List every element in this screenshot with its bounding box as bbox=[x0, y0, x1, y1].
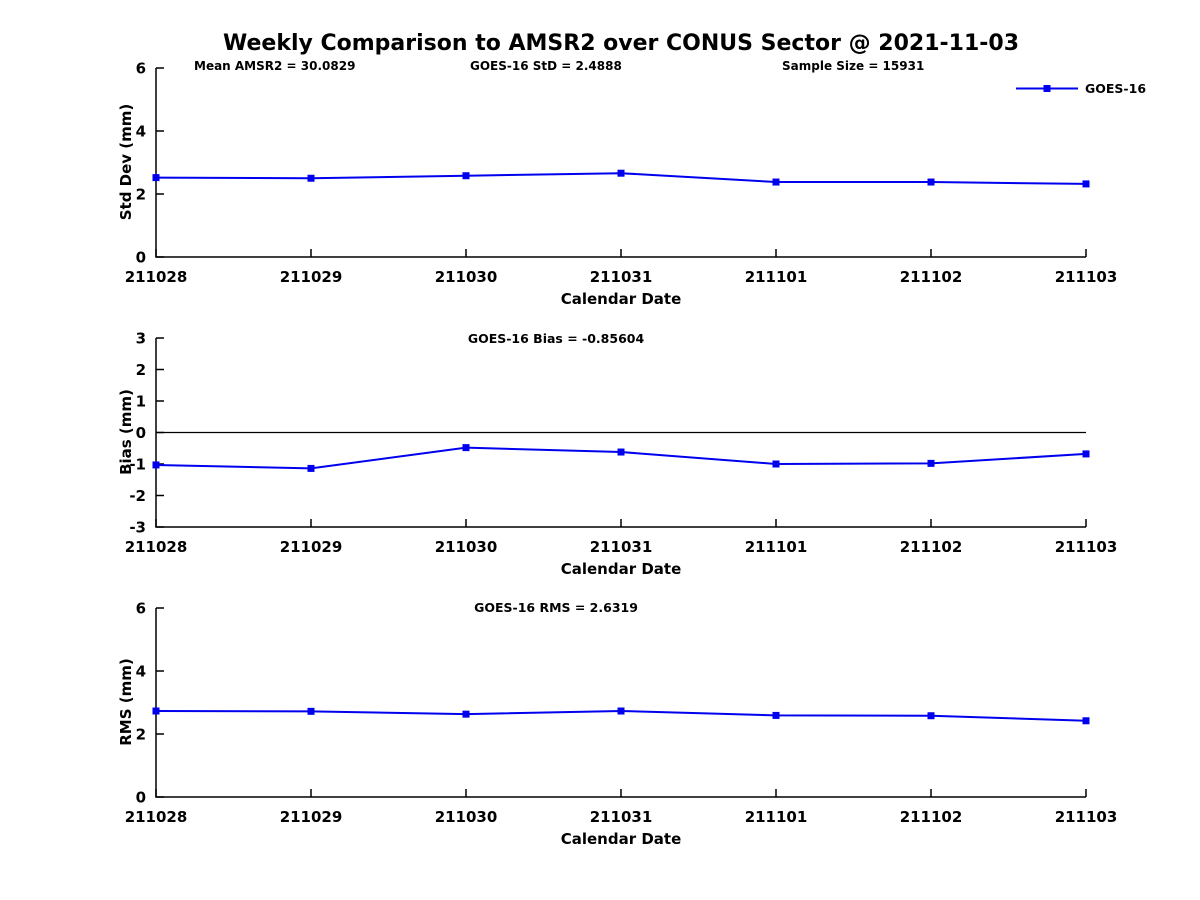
x-tick-label: 211029 bbox=[280, 268, 343, 286]
x-tick-label: 211031 bbox=[590, 808, 653, 826]
y-tick-label: 6 bbox=[136, 600, 146, 618]
y-tick-label: 4 bbox=[136, 663, 146, 681]
subplot-title-bias: GOES-16 Bias = -0.85604 bbox=[467, 331, 645, 346]
legend-line-icon bbox=[1016, 84, 1078, 92]
yaxis-label-rms: RMS (mm) bbox=[117, 658, 135, 746]
x-tick-label: 211030 bbox=[435, 808, 498, 826]
subplot-2: -3 -2 -1 0 1 2 3 211028 211029 211030 211031 211101… bbox=[125, 330, 1118, 557]
x-tick-label: 211030 bbox=[435, 268, 498, 286]
x-tick-label: 211101 bbox=[745, 808, 808, 826]
y-tick-label: -1 bbox=[129, 456, 146, 474]
series-marker bbox=[617, 169, 625, 177]
series-marker bbox=[307, 464, 315, 472]
xaxis-label-stddev: Calendar Date bbox=[560, 290, 682, 308]
figure-title: Weekly Comparison to AMSR2 over CONUS Se… bbox=[223, 31, 1019, 56]
y-tick-label: 6 bbox=[136, 60, 146, 78]
series-marker bbox=[772, 178, 780, 186]
legend-label: GOES-16 bbox=[1085, 80, 1147, 96]
series-marker bbox=[772, 460, 780, 468]
series-marker bbox=[152, 461, 160, 469]
annotation-mean-amsr2: Mean AMSR2 = 30.0829 bbox=[194, 59, 356, 73]
series-marker bbox=[927, 712, 935, 720]
x-tick-label: 211028 bbox=[125, 808, 188, 826]
y-tick-label: 0 bbox=[136, 789, 146, 807]
yaxis-label-bias: Bias (mm) bbox=[117, 389, 135, 475]
x-tick-label: 211029 bbox=[280, 808, 343, 826]
x-tick-label: 211103 bbox=[1055, 808, 1118, 826]
subplot-title-rms: GOES-16 RMS = 2.6319 bbox=[474, 600, 638, 615]
series-marker bbox=[462, 444, 470, 452]
axes-spines bbox=[155, 68, 1086, 258]
series-marker bbox=[307, 174, 315, 182]
x-tick-label: 211101 bbox=[745, 538, 808, 556]
x-tick-label: 211102 bbox=[900, 268, 963, 286]
series-marker bbox=[152, 707, 160, 715]
series-marker bbox=[617, 448, 625, 456]
x-tick-label: 211030 bbox=[435, 538, 498, 556]
series-marker bbox=[1082, 717, 1090, 725]
x-tick-label: 211103 bbox=[1055, 538, 1118, 556]
y-tick-label: 2 bbox=[136, 361, 146, 379]
yaxis-label-stddev: Std Dev (mm) bbox=[117, 103, 135, 221]
series-marker bbox=[307, 707, 315, 715]
x-tick-label: 211029 bbox=[280, 538, 343, 556]
series-marker bbox=[1082, 180, 1090, 188]
series-marker bbox=[927, 178, 935, 186]
y-tick-label: 4 bbox=[136, 123, 146, 141]
annotation-sample-size: Sample Size = 15931 bbox=[782, 59, 925, 73]
subplot-3: 0 2 4 6 211028 211029 211030 211031 211101 211102… bbox=[125, 600, 1118, 827]
axes-spines bbox=[155, 608, 1086, 798]
y-tick-label: -2 bbox=[129, 487, 146, 505]
x-tick-label: 211103 bbox=[1055, 268, 1118, 286]
series-marker bbox=[617, 707, 625, 715]
x-tick-label: 211101 bbox=[745, 268, 808, 286]
series-marker bbox=[462, 710, 470, 718]
y-tick-label: -3 bbox=[129, 519, 146, 537]
annotation-goes16-std: GOES-16 StD = 2.4888 bbox=[470, 59, 622, 73]
x-tick-label: 211102 bbox=[900, 808, 963, 826]
series-marker bbox=[462, 172, 470, 180]
x-tick-label: 211031 bbox=[590, 268, 653, 286]
x-tick-label: 211028 bbox=[125, 538, 188, 556]
x-tick-label: 211102 bbox=[900, 538, 963, 556]
legend: GOES-16 bbox=[1016, 80, 1146, 96]
y-tick-label: 2 bbox=[136, 186, 146, 204]
subplot-1: 0 2 4 6 211028 211029 211030 211031 211101 211102… bbox=[125, 60, 1118, 287]
y-tick-label: 3 bbox=[136, 330, 146, 348]
x-tick-label: 211031 bbox=[590, 538, 653, 556]
y-tick-label: 0 bbox=[136, 424, 146, 442]
y-tick-label: 2 bbox=[136, 726, 146, 744]
y-tick-label: 1 bbox=[136, 393, 146, 411]
series-marker bbox=[152, 174, 160, 182]
xaxis-label-rms: Calendar Date bbox=[560, 830, 682, 848]
y-tick-label: 0 bbox=[136, 249, 146, 267]
x-tick-label: 211028 bbox=[125, 268, 188, 286]
series-marker bbox=[1082, 450, 1090, 458]
series-marker bbox=[772, 711, 780, 719]
xaxis-label-bias: Calendar Date bbox=[560, 560, 682, 578]
series-marker bbox=[927, 459, 935, 467]
